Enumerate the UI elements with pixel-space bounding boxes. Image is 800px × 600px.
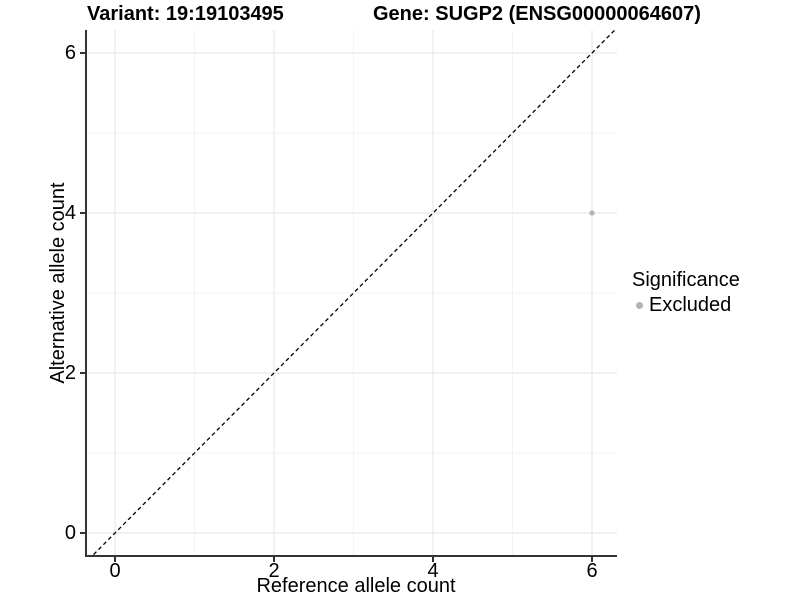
y-tick-label: 4 [64, 202, 76, 224]
x-tick-label: 2 [268, 560, 280, 582]
x-axis-label: Reference allele count [256, 575, 456, 597]
legend-item-excluded: Excluded [632, 293, 740, 317]
plot-title-variant: Variant: 19:19103495 [87, 3, 284, 25]
legend-item-label: Excluded [649, 294, 732, 316]
x-tick-label: 6 [586, 560, 598, 582]
identity-line [93, 30, 616, 556]
legend: Significance Excluded [632, 268, 740, 317]
x-tick-label: 0 [109, 560, 121, 582]
legend-title: Significance [632, 269, 740, 291]
y-tick-label: 0 [64, 522, 76, 544]
y-axis-label: Alternative allele count [47, 182, 69, 384]
plot-panel [80, 30, 617, 562]
plot-title-gene: Gene: SUGP2 (ENSG00000064607) [373, 3, 701, 25]
excluded-point-icon [636, 301, 643, 309]
y-tick-label: 2 [64, 362, 76, 384]
data-point [589, 210, 595, 216]
x-tick-label: 4 [427, 560, 439, 582]
y-tick-label: 6 [64, 42, 76, 64]
